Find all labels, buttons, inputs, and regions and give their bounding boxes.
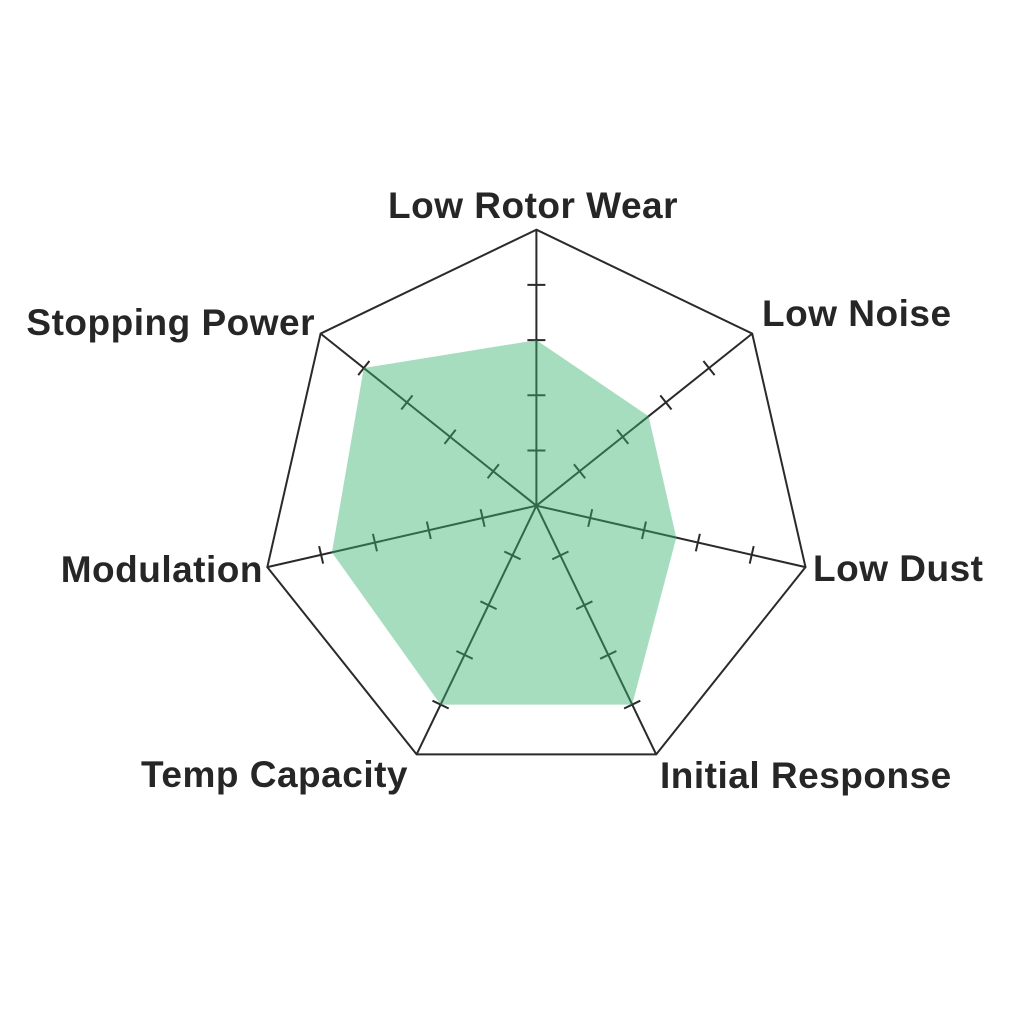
radar-tick-low-dust-1 <box>587 508 594 528</box>
radar-outline <box>266 228 807 756</box>
radar-axis-line-low-noise <box>535 332 753 507</box>
radar-data-polygon <box>331 340 677 705</box>
radar-axis-line-stopping-power <box>319 332 538 507</box>
radar-tick-low-noise-1 <box>573 463 586 479</box>
axis-label-low-dust: Low Dust <box>813 548 984 589</box>
radar-tick-low-dust-3 <box>694 533 701 552</box>
radar-tick-temp-capacity-4 <box>432 699 450 710</box>
radar-tick-initial-response-1 <box>551 550 569 561</box>
radar-axis-line-initial-response <box>535 505 658 755</box>
radar-tick-stopping-power-2 <box>443 429 457 445</box>
radar-tick-stopping-power-4 <box>357 360 371 376</box>
radar-tick-low-noise-2 <box>616 429 630 445</box>
radar-tick-temp-capacity-2 <box>479 600 498 611</box>
axis-label-temp-capacity: Temp Capacity <box>141 754 408 795</box>
radar-tick-modulation-1 <box>479 508 486 528</box>
radar-tick-temp-capacity-1 <box>503 550 522 561</box>
radar-tick-initial-response-3 <box>599 650 617 660</box>
radar-tick-low-noise-3 <box>659 394 673 411</box>
radar-tick-low-dust-2 <box>641 521 647 540</box>
radar-axis-line-temp-capacity <box>415 505 538 755</box>
axis-label-initial-response: Initial Response <box>660 755 952 796</box>
radar-tick-modulation-4 <box>318 545 325 564</box>
radar-tick-stopping-power-1 <box>486 463 500 479</box>
axis-label-low-noise: Low Noise <box>762 293 952 334</box>
radar-axis-line-modulation <box>267 504 537 569</box>
radar-tick-stopping-power-3 <box>400 394 414 411</box>
axis-label-modulation: Modulation <box>60 549 263 590</box>
radar-tick-modulation-3 <box>371 533 378 552</box>
axis-label-stopping-power: Stopping Power <box>26 302 315 343</box>
radar-tick-low-dust-4 <box>748 545 755 564</box>
radar-tick-modulation-2 <box>425 521 432 540</box>
radar-axis-line-low-dust <box>536 504 806 569</box>
radar-tick-initial-response-2 <box>575 600 593 611</box>
radar-tick-initial-response-4 <box>623 699 641 710</box>
radar-tick-low-noise-4 <box>702 360 716 376</box>
axis-label-low-rotor-wear: Low Rotor Wear <box>388 185 678 226</box>
radar-tick-temp-capacity-3 <box>455 650 474 660</box>
